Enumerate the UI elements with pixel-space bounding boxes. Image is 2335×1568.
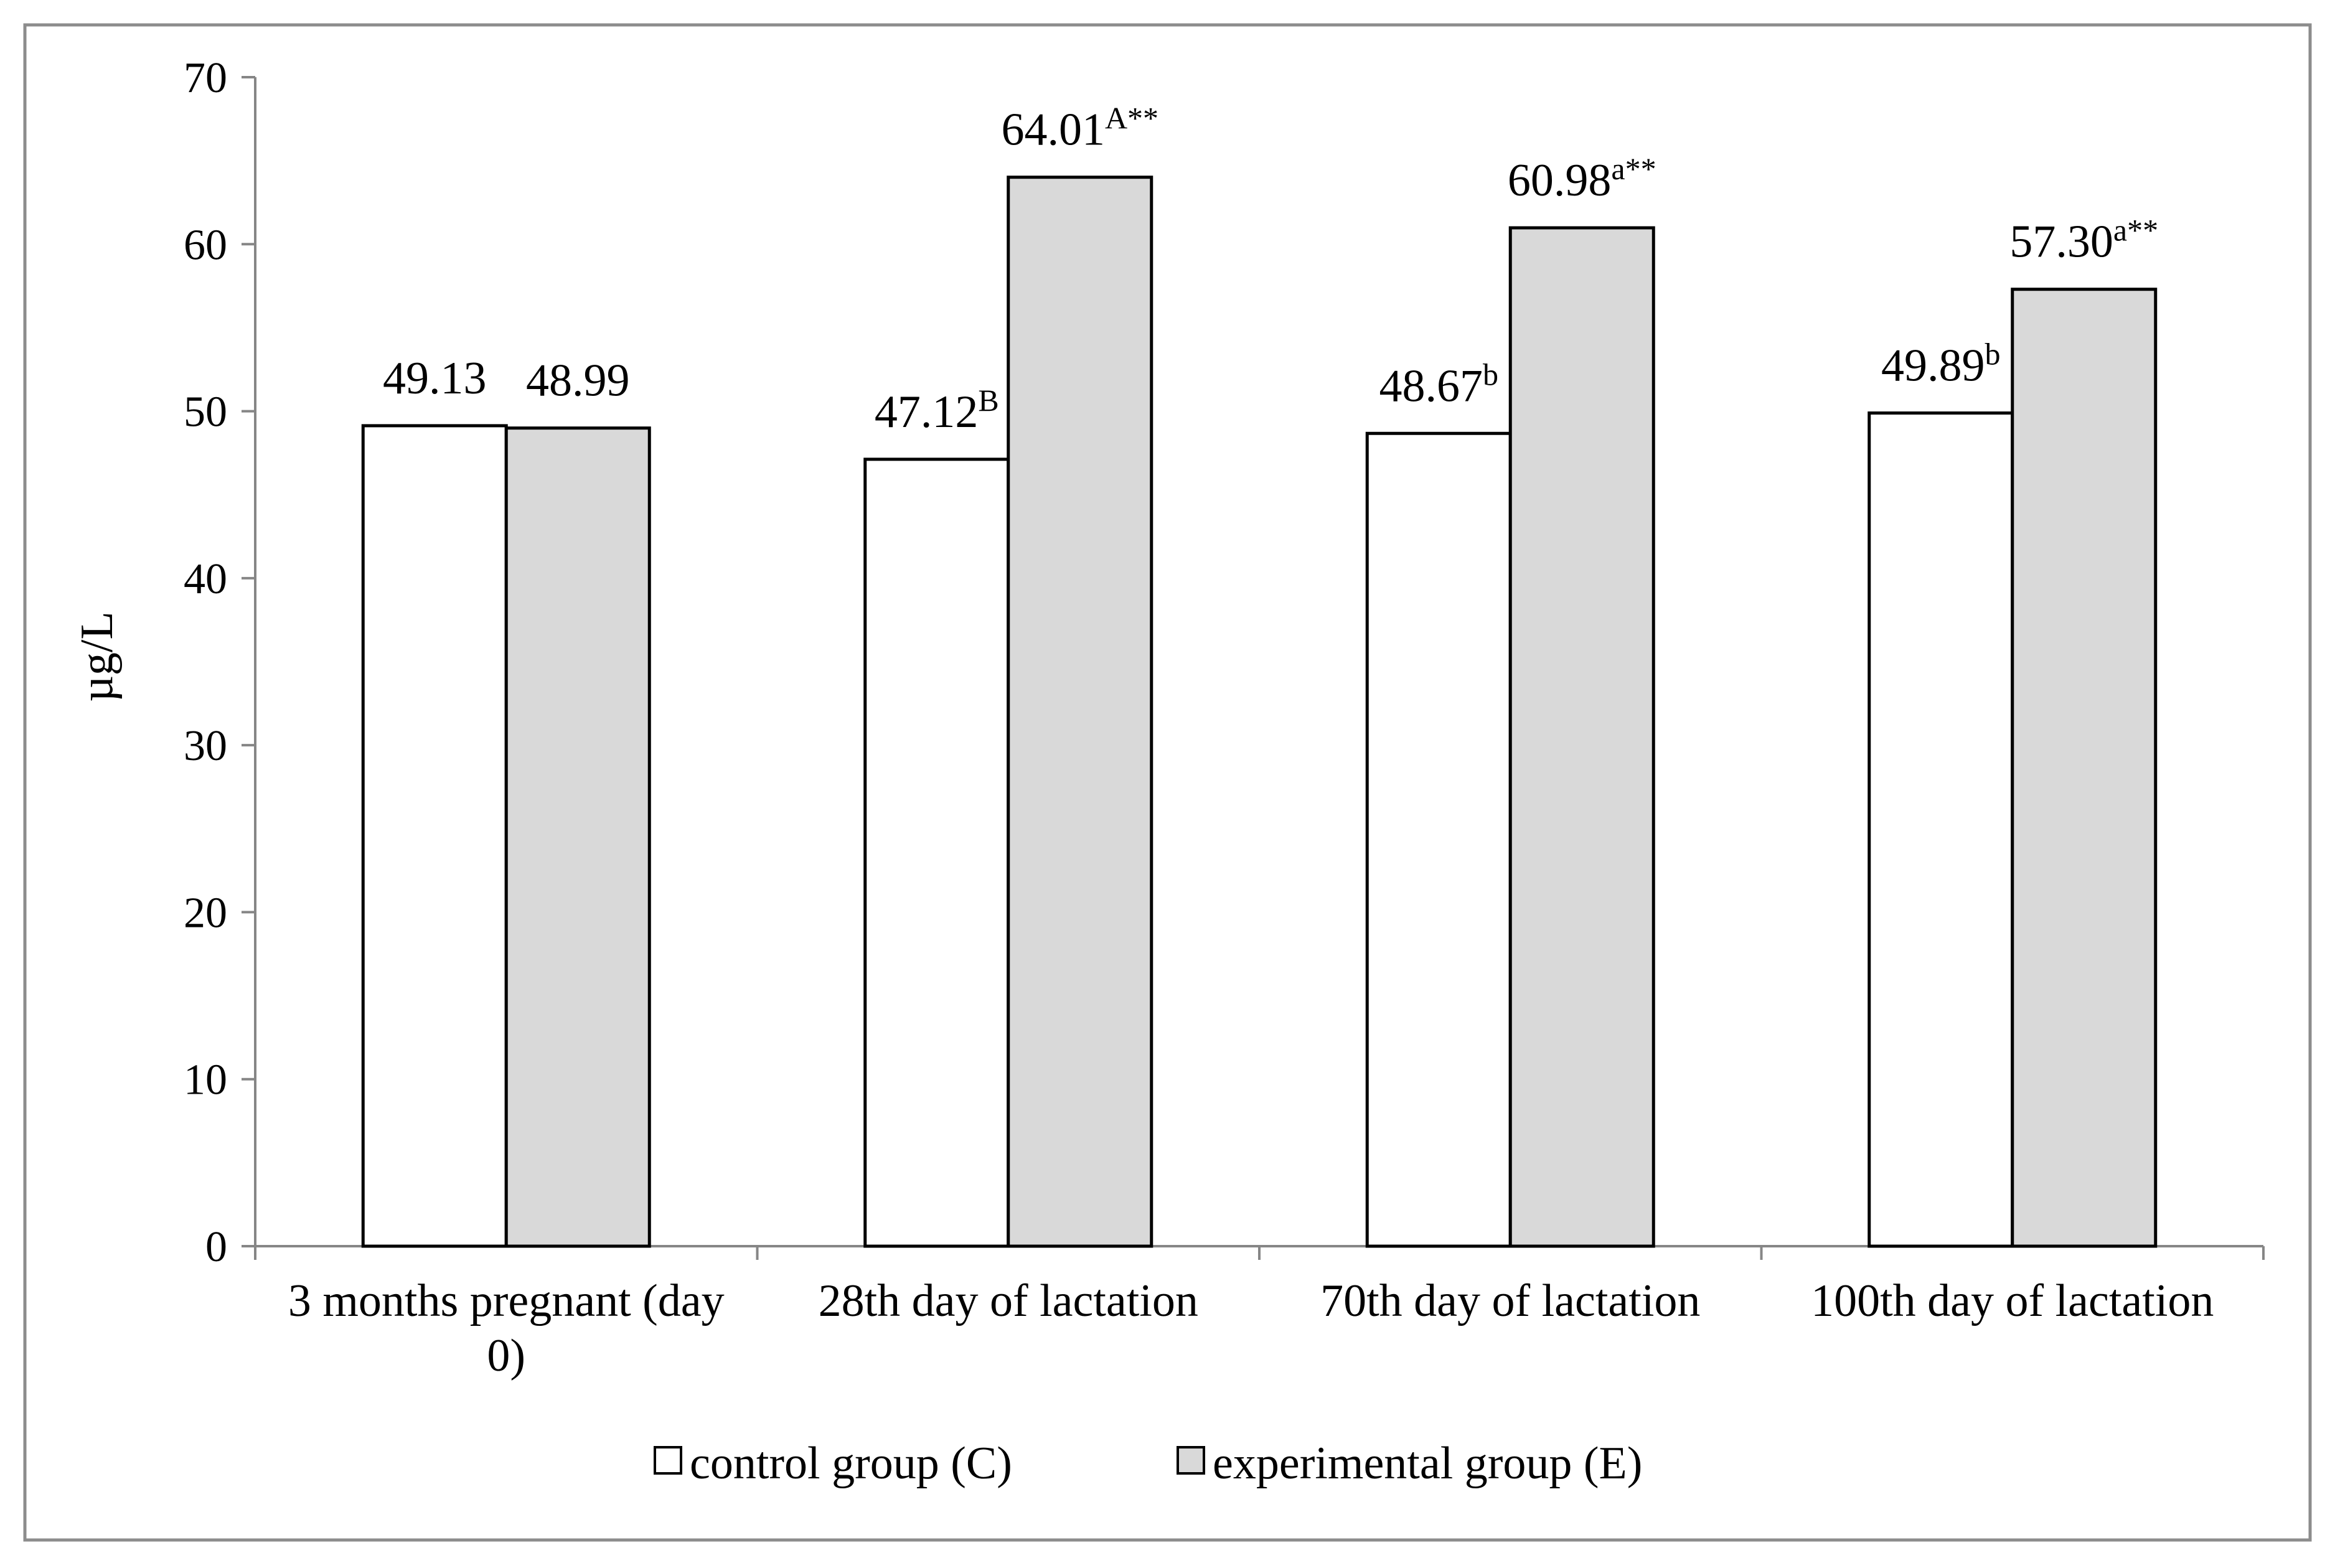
y-tick-label: 50 — [184, 388, 227, 436]
data-label: 64.01A** — [1001, 101, 1158, 156]
bar-experimental — [1508, 226, 1655, 1248]
x-category-label: 70th day of lactation — [1320, 1275, 1700, 1326]
data-label: 57.30a** — [2009, 213, 2158, 268]
y-tick-label: 40 — [184, 555, 227, 603]
x-category-label: 28th day of lactation — [819, 1275, 1198, 1326]
legend-label: experimental group (E) — [1213, 1438, 1642, 1489]
data-labels: 49.13 47.12B 48.67b 49.89b 48.99 64.01A** 60.9… — [383, 101, 2158, 438]
data-label: 60.98a** — [1508, 151, 1656, 206]
x-category-label: 0) — [487, 1330, 525, 1381]
bar-control — [1365, 431, 1512, 1248]
bar-experimental — [1007, 176, 1153, 1248]
data-label: 48.67b — [1379, 357, 1499, 411]
y-tick-label: 0 — [205, 1223, 227, 1271]
y-tick-label: 60 — [184, 221, 227, 269]
bars — [361, 176, 2158, 1248]
data-label: 49.89b — [1881, 337, 2001, 392]
bar-control — [361, 424, 508, 1248]
y-tick-label: 20 — [184, 889, 227, 937]
data-label: 48.99 — [526, 355, 630, 406]
legend-swatch — [1177, 1446, 1205, 1475]
bar-control — [1868, 411, 2014, 1248]
bar-experimental — [2011, 288, 2158, 1248]
y-axis-title: µg/L — [72, 611, 123, 702]
bar-experimental — [504, 426, 651, 1248]
y-tick-label: 70 — [184, 54, 227, 102]
x-category-label: 100th day of lactation — [1811, 1275, 2214, 1326]
legend: control group (C) experimental group (E) — [654, 1438, 1642, 1489]
bar-control — [863, 458, 1010, 1248]
x-category-label: 3 months pregnant (day — [288, 1275, 725, 1326]
data-label: 49.13 — [383, 353, 487, 404]
legend-label: control group (C) — [690, 1438, 1012, 1489]
data-label: 47.12B — [875, 383, 999, 438]
legend-swatch — [654, 1446, 682, 1475]
y-tick-label: 10 — [184, 1056, 227, 1104]
y-tick-label: 30 — [184, 722, 227, 770]
